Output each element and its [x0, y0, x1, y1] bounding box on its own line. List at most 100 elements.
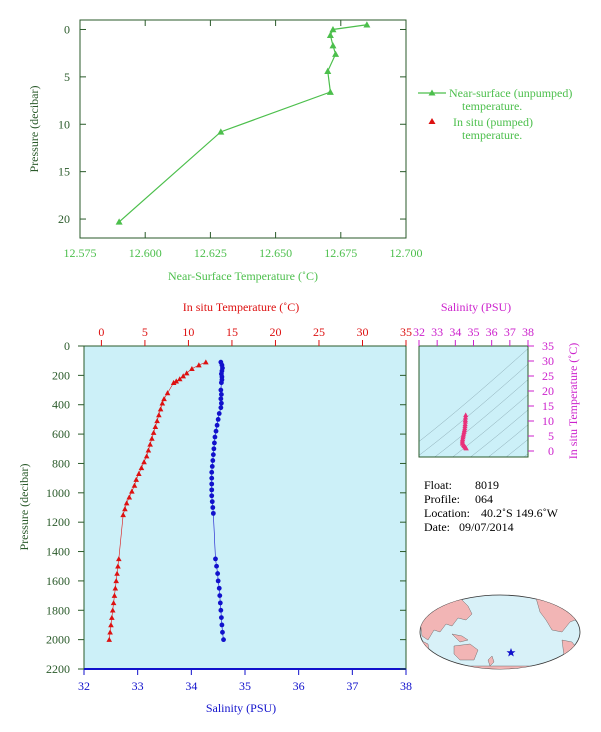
near-surface-point [329, 42, 337, 49]
float-info: Float: 8019 Profile: 064 Location: 40.2˚… [424, 478, 559, 534]
salinity-point [215, 578, 221, 584]
temperature-point [159, 400, 166, 406]
near-surface-point [329, 25, 337, 33]
temperature-point [141, 459, 147, 465]
ts-y-tick-label: 30 [542, 354, 554, 368]
temperature-point [112, 585, 119, 591]
pressure-tick-label: 200 [52, 368, 70, 382]
salinity-point [211, 446, 217, 452]
ts-x-tick-label: 32 [413, 325, 425, 339]
ts-point [462, 423, 468, 429]
pressure-tick-label: 2000 [46, 633, 70, 647]
y-tick-label: 10 [58, 117, 70, 131]
near-surface-point [115, 218, 123, 225]
near-surface-point [324, 67, 332, 74]
temperature-point [154, 418, 160, 424]
ts-x-tick-label: 34 [449, 325, 461, 339]
pressure-tick-label: 2200 [46, 662, 70, 676]
temperature-tick-label: 30 [356, 325, 368, 339]
salinity-point [215, 417, 221, 422]
salinity-point [216, 585, 222, 591]
near-surface-x-ticks: 12.575 12.600 12.625 12.650 12.675 12.700 [64, 20, 423, 260]
salinity-point [209, 475, 215, 481]
near-surface-legend: Near-surface (unpumped) temperature. In … [418, 86, 572, 142]
temperature-points [106, 359, 209, 642]
salinity-point [217, 600, 223, 606]
salinity-tick-label: 37 [346, 679, 358, 693]
salinity-point [213, 428, 219, 434]
salinity-tick-label: 35 [239, 679, 251, 693]
ts-y-tick-label: 25 [542, 369, 554, 383]
near-surface-chart: 12.575 12.600 12.625 12.650 12.675 12.700 051… [27, 19, 572, 283]
salinity-point [212, 440, 217, 446]
pressure-tick-label: 1000 [46, 486, 70, 500]
salinity-point [209, 481, 215, 487]
temperature-point [183, 370, 190, 376]
star-icon [506, 648, 516, 657]
temperature-point [109, 614, 115, 620]
temperature-point [126, 494, 133, 500]
ts-x-tick-label: 38 [522, 325, 534, 339]
profile-value: 064 [475, 492, 493, 506]
temperature-tick-label: 10 [182, 325, 194, 339]
legend-triangle-red-icon [428, 118, 436, 124]
temperature-point [129, 488, 135, 494]
ts-x-tick-label: 36 [486, 325, 498, 339]
near-surface-x-label: Near-Surface Temperature (˚C) [168, 269, 318, 283]
ts-point [463, 412, 469, 418]
legend-near-surface-line1: Near-surface (unpumped) [449, 86, 572, 100]
y-tick-label: 5 [64, 70, 70, 84]
profile-chart: 0 5 10 15 20 25 30 35 32 33 34 35 36 37 38 0 200 400 600… [17, 300, 412, 715]
temperature-point [161, 396, 167, 402]
temperature-point [114, 570, 120, 576]
map-land-antarctica [420, 665, 580, 669]
ts-y-tick-label: 20 [542, 384, 554, 398]
ts-y-tick-label: 5 [548, 429, 554, 443]
pressure-tick-label: 1400 [46, 545, 70, 559]
ts-point [462, 414, 469, 420]
temperature-point [203, 359, 209, 365]
ts-y-tick-label: 0 [548, 444, 554, 458]
salinity-point [212, 434, 218, 440]
temperature-point [152, 423, 159, 429]
temperature-point [156, 412, 162, 418]
near-surface-plot-frame [79, 19, 407, 239]
pressure-tick-label: 800 [52, 456, 70, 470]
float-value: 8019 [475, 478, 499, 492]
temperature-axis-label: In situ Temperature (˚C) [183, 300, 300, 314]
density-contour [419, 363, 528, 456]
profile-label: Profile: [424, 492, 460, 506]
near-surface-point [217, 128, 225, 135]
ts-salinity-ticks: 32 33 34 35 36 37 38 [413, 325, 534, 346]
salinity-point [209, 499, 215, 505]
density-contour [452, 394, 528, 457]
near-surface-points [115, 21, 371, 225]
temperature-point [115, 563, 121, 569]
location-label: Location: [424, 506, 470, 520]
ts-point [463, 445, 469, 451]
salinity-points [209, 359, 226, 643]
salinity-point [210, 452, 216, 458]
density-contour [470, 409, 528, 457]
salinity-point [218, 405, 224, 411]
near-surface-point [326, 88, 334, 95]
ts-points [459, 412, 469, 451]
salinity-point [214, 563, 219, 569]
x-tick-label: 12.650 [259, 246, 292, 260]
profile-plot-background [83, 345, 407, 670]
temperature-point [113, 578, 119, 584]
temperature-tick-label: 25 [313, 325, 325, 339]
temperature-point [109, 607, 116, 613]
density-contour [487, 424, 528, 457]
pressure-tick-label: 1200 [46, 515, 70, 529]
near-surface-point [363, 21, 371, 28]
temperature-axis-ticks: 0 5 10 15 20 25 30 35 [98, 325, 412, 346]
salinity-tick-label: 36 [293, 679, 305, 693]
temperature-point [110, 600, 117, 606]
temperature-point [122, 506, 128, 512]
temperature-point [108, 622, 114, 628]
ts-point [462, 421, 468, 427]
